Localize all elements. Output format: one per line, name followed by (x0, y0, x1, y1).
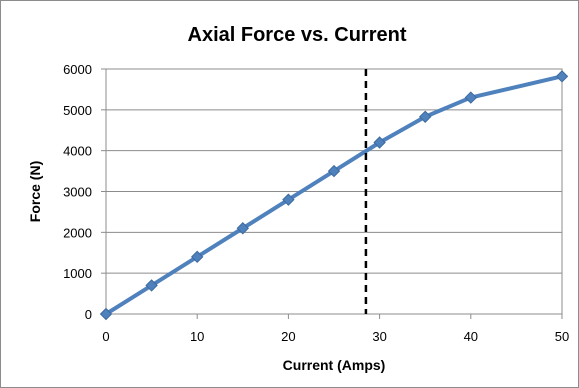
x-tick-label: 0 (102, 329, 109, 344)
y-tick-label: 2000 (63, 225, 92, 240)
y-tick-label: 3000 (63, 185, 92, 200)
data-point-marker (190, 250, 204, 264)
x-tick-label: 50 (555, 329, 569, 344)
y-axis-ticks: 0 1000 2000 3000 4000 5000 6000 (63, 62, 106, 322)
data-point-marker (418, 110, 432, 123)
series-line-0 (104, 74, 564, 316)
data-point-marker (555, 70, 569, 83)
x-tick-label: 30 (372, 329, 386, 344)
x-tick-label: 20 (281, 329, 295, 344)
data-point-marker (145, 279, 158, 292)
data-point-marker (373, 136, 386, 149)
y-axis-title: Force (N) (27, 161, 43, 222)
data-point-marker (464, 91, 478, 104)
y-tick-label: 6000 (63, 62, 92, 77)
y-tick-label: 5000 (63, 103, 92, 118)
y-tick-label: 1000 (63, 266, 92, 281)
x-axis-ticks: 0 10 20 30 40 50 (102, 314, 569, 344)
y-tick-label: 0 (85, 307, 92, 322)
data-point-marker (99, 307, 113, 321)
chart-title: Axial Force vs. Current (188, 24, 407, 46)
x-tick-label: 40 (464, 329, 478, 344)
x-axis-title: Current (Amps) (283, 357, 386, 373)
y-tick-label: 4000 (63, 144, 92, 159)
series-layer (99, 70, 569, 321)
data-point-marker (236, 222, 250, 235)
data-point-marker (282, 193, 295, 206)
data-point-marker (327, 164, 341, 178)
x-tick-label: 10 (190, 329, 204, 344)
